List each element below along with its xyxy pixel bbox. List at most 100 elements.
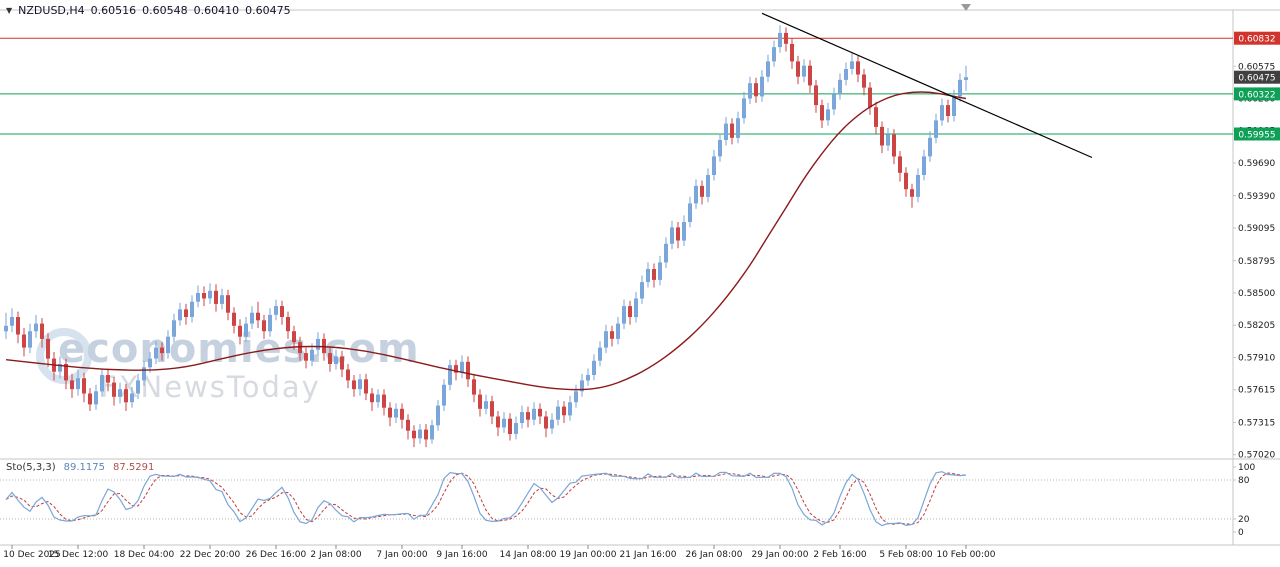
candle-body [886, 134, 890, 146]
time-axis-label: 2 Jan 08:00 [310, 550, 362, 560]
price-axis-label: 0.58205 [1238, 321, 1275, 331]
candle-body [418, 429, 422, 439]
candle-body [934, 120, 938, 138]
candle-body [700, 185, 704, 197]
time-axis-label: 18 Dec 04:00 [114, 550, 175, 560]
candle-body [688, 203, 692, 222]
candle-body [820, 105, 824, 121]
candle-body [562, 406, 566, 416]
candle-body [256, 312, 260, 321]
candle-body [904, 172, 908, 190]
candle-body [34, 323, 38, 332]
candle-body [862, 74, 866, 88]
candle-body [388, 407, 392, 418]
candle-body [520, 412, 524, 423]
chart-shift-marker[interactable] [961, 4, 971, 11]
time-axis-label: 21 Jan 16:00 [620, 550, 677, 560]
candle-body [760, 76, 764, 97]
candle-body [742, 98, 746, 119]
candle-body [40, 323, 44, 339]
candle-body [814, 85, 818, 106]
candle-body [130, 393, 134, 403]
candle-body [238, 325, 242, 337]
stochastic-info: Sto(5,3,3) 89.1175 87.5291 [6, 462, 154, 473]
candle-body [244, 323, 248, 337]
candle-body [334, 356, 338, 364]
candle-body [424, 429, 428, 440]
candle-body [856, 61, 860, 75]
candle-body [250, 312, 254, 324]
candle-body [298, 342, 302, 354]
candle-body [220, 295, 224, 304]
price-axis-label: 0.59690 [1238, 159, 1275, 169]
time-axis-label: 29 Jan 00:00 [752, 550, 809, 560]
price-badge [1234, 87, 1280, 101]
moving-average-line[interactable] [5, 91, 967, 391]
candle-body [472, 379, 476, 395]
candle-body [952, 96, 956, 116]
candle-body [394, 408, 398, 418]
candle-body [892, 134, 896, 157]
candle-body [916, 175, 920, 197]
candle-body [604, 331, 608, 348]
price-axis-label: 0.57910 [1238, 354, 1275, 364]
candle-body [514, 423, 518, 434]
candle-body [550, 419, 554, 429]
candle-body [538, 408, 542, 417]
candle-body [358, 379, 362, 390]
price-axis-label: 0.57615 [1238, 386, 1275, 396]
descending-trendline[interactable] [761, 12, 1093, 159]
price-badge-value: 0.60322 [1238, 90, 1275, 100]
candle-body [730, 123, 734, 138]
time-axis-label: 10 Feb 00:00 [936, 550, 995, 560]
ohlc-close-value: 0.60475 [245, 4, 291, 17]
candle-body [568, 402, 572, 416]
ohlc-high-value: 0.60548 [142, 4, 188, 17]
symbol-info-bar: ▼ NZDUSD,H4 0.60516 0.60548 0.60410 0.60… [6, 4, 291, 17]
time-axis-label: 22 Dec 20:00 [180, 550, 241, 560]
stochastic-main-line [5, 471, 967, 527]
candle-body [580, 380, 584, 392]
stochastic-axis-label: 20 [1238, 515, 1250, 525]
candle-body [430, 425, 434, 440]
candle-body [466, 361, 470, 380]
candle-body [214, 290, 218, 304]
stochastic-signal-line [5, 472, 967, 525]
candles [4, 25, 968, 448]
candle-body [46, 338, 50, 359]
time-axis-label: 26 Jan 08:00 [686, 550, 743, 560]
candle-body [346, 369, 350, 381]
candle-body [58, 364, 62, 372]
candle-body [496, 416, 500, 428]
candle-body [844, 69, 848, 80]
candle-body [112, 382, 116, 397]
candle-body [532, 408, 536, 420]
symbol-dropdown-icon[interactable]: ▼ [6, 5, 13, 15]
candle-body [160, 347, 164, 354]
price-badge [1234, 70, 1280, 84]
candle-body [322, 338, 326, 354]
candle-body [706, 175, 710, 197]
candle-body [172, 320, 176, 337]
stochastic-main-value: 89.1175 [63, 462, 105, 473]
price-axis-label: 0.60575 [1238, 62, 1275, 72]
candle-body [712, 156, 716, 175]
candle-body [754, 83, 758, 97]
candle-body [124, 389, 128, 403]
price-axis-label: 0.59390 [1238, 192, 1275, 202]
candle-body [208, 290, 212, 299]
candle-body [772, 47, 776, 62]
price-axis-label: 0.57315 [1238, 419, 1275, 429]
candle-body [868, 87, 872, 108]
candle-body [382, 394, 386, 408]
candle-body [262, 320, 266, 332]
candle-body [448, 365, 452, 385]
candle-body [622, 306, 626, 324]
candle-body [526, 412, 530, 420]
candle-body [946, 105, 950, 116]
candle-body [502, 418, 506, 428]
stochastic-axis-label: 0 [1238, 528, 1244, 538]
candle-body [544, 416, 548, 429]
candle-body [460, 361, 464, 373]
